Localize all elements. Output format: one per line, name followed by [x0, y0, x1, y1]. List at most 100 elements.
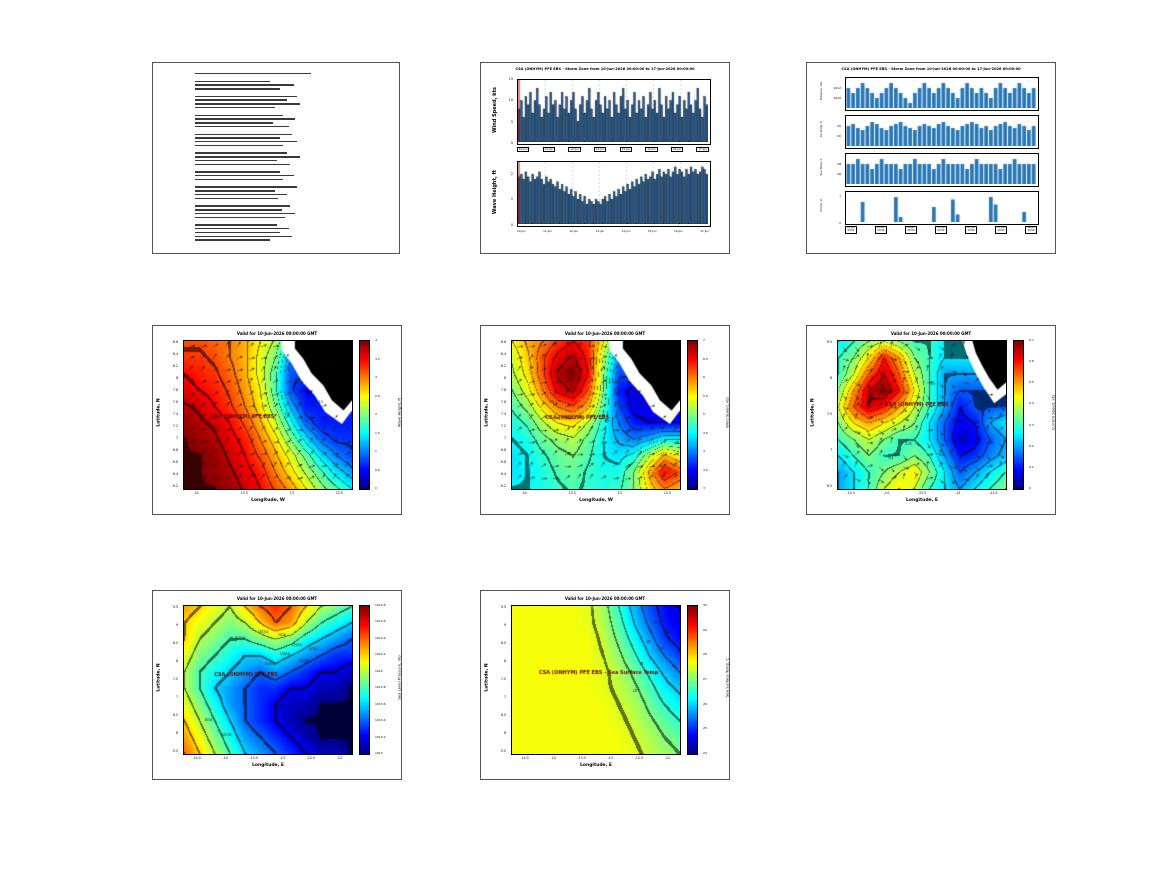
date-box: 15-Jun	[645, 147, 658, 153]
colorbar-label: Wind Speed, kts	[724, 397, 730, 428]
text-line	[195, 216, 286, 219]
tick-label: 0.3	[1029, 422, 1034, 427]
pressure-strip	[845, 77, 1039, 111]
wave-height-bars	[518, 162, 708, 224]
colorbar-label: Sea Surface Temp, C	[724, 657, 730, 698]
tick-label: 8	[829, 376, 832, 381]
tick-label: 6.5	[703, 356, 708, 361]
air-temp-tick-labels: 25 20	[829, 115, 843, 147]
tick-label: 8	[175, 376, 178, 381]
tick-label: 8.6	[500, 340, 506, 345]
tick-label: 1013.2	[375, 734, 386, 739]
tick-label: 0.5	[375, 467, 380, 472]
x-axis-label: Longitude, E	[906, 498, 938, 503]
tick-label: 13.5	[240, 491, 248, 495]
tick-label: 1	[839, 194, 841, 199]
text-line	[195, 171, 280, 173]
tick-label: 8.2	[500, 364, 506, 369]
text-line	[195, 141, 297, 143]
date-box: 13-Jun	[593, 147, 607, 153]
tick-label: 24	[703, 751, 707, 755]
tick-label: 3.5	[375, 356, 380, 361]
text-line	[195, 107, 275, 109]
tick-label: 5.5	[172, 748, 178, 753]
tick-label: 9	[175, 623, 178, 628]
tick-label: 14-Jun	[621, 229, 631, 233]
tick-label: 4	[375, 338, 377, 342]
precip-strip	[845, 191, 1039, 225]
text-line	[195, 224, 277, 226]
tick-label: -13.5	[249, 756, 258, 760]
colorbar-label: Sea Level Pressure, mb	[396, 655, 402, 700]
text-line	[195, 114, 284, 116]
tick-label: -12	[336, 756, 342, 760]
tick-label: 8.5	[500, 641, 506, 646]
tick-label: 7	[175, 435, 178, 440]
text-line	[195, 95, 297, 98]
text-line	[195, 118, 296, 120]
text-line	[195, 190, 275, 192]
tick-label: 29	[703, 627, 707, 632]
tick-label: 11-Jun	[543, 229, 552, 233]
x-tick-labels: 14 13.5 13 12.5	[183, 491, 353, 496]
tick-label: 8.5	[172, 641, 178, 646]
sea-temp-tick-labels: 28 26	[829, 153, 843, 185]
tick-label: 1013.8	[375, 685, 386, 690]
colorbar	[687, 340, 698, 490]
tick-label: 0	[1029, 486, 1031, 490]
pressure-map-figure: Valid for 10-Jun-2026 00:00:00 GMT Latit…	[152, 590, 402, 780]
figure-title: CSA (ONHYM) PFE EBS - Storm Zone from 10…	[841, 67, 1021, 71]
tick-label: 30	[703, 603, 707, 607]
tick-label: -13.5	[917, 491, 927, 495]
colorbar-tick-labels: 1014.8 1014.6 1014.4 1014.2 1014 1013.8 1013.6…	[373, 603, 395, 755]
text-line	[195, 205, 291, 207]
sst-field	[512, 606, 680, 754]
x-tick-labels: -14.5 -14 -13.5 -13 -12.5 -12	[511, 756, 681, 761]
date-box: 16-Jun 00:00	[1025, 226, 1037, 234]
tick-label: 0.1	[1029, 464, 1034, 469]
tick-label: 1014	[375, 668, 383, 673]
map-plot-area	[511, 340, 681, 490]
colorbar-gradient	[688, 606, 697, 754]
current-speed-field	[838, 341, 1006, 489]
tick-label: 28	[703, 652, 707, 657]
tick-label: 7.2	[500, 423, 506, 428]
wave-height-field	[184, 341, 352, 489]
y-tick-labels: 9.5 9 8.5 8 7.5 7 6.5 6 5.5	[157, 605, 181, 753]
date-box: 10-Jun 00:00	[845, 226, 857, 234]
pressure-field	[184, 606, 352, 754]
tick-label: 26	[703, 701, 707, 706]
text-line	[195, 73, 311, 75]
tick-label: 0.2	[1029, 443, 1034, 448]
tick-label: 7.2	[172, 423, 178, 428]
tick-label: 1014.2	[375, 652, 386, 657]
tick-label: 13	[617, 491, 622, 495]
text-line	[195, 197, 279, 200]
colorbar-gradient	[360, 341, 369, 489]
text-line	[195, 130, 365, 131]
tick-label: 12.5	[663, 491, 671, 495]
tick-label: 7.8	[500, 388, 506, 393]
tick-label: 0	[375, 486, 377, 490]
air-temp-bars	[846, 116, 1036, 146]
x-tick-labels: -14.5 -14 -13.5 -13 -12.5	[837, 491, 1007, 496]
tick-label: 9.5	[500, 605, 506, 610]
tick-label: 7.5	[172, 677, 178, 681]
y-tick-labels: 8.6 8.4 8.2 8 7.8 7.6 7.4 7.2 7 6.8 6.6 6.4 6.2	[157, 340, 181, 488]
tick-label: 6	[503, 730, 506, 735]
tick-label: 1014.6	[375, 619, 386, 624]
tick-label: 10	[508, 98, 513, 103]
tick-label: 26	[837, 172, 841, 177]
tick-label: 0	[839, 221, 841, 225]
text-line	[195, 111, 365, 112]
text-line	[195, 163, 291, 166]
tick-label: -14	[222, 756, 228, 760]
y-tick-labels: 8.5 8 7.5 7 6.5	[811, 340, 835, 488]
tick-label: 1013.4	[375, 718, 386, 723]
tick-label: 1.5	[375, 430, 380, 435]
colorbar	[359, 340, 370, 490]
date-box: 11-Jun 00:00	[875, 226, 887, 234]
timeseries-figure: CSA (ONHYM) PFE EBS - Storm Zone from 10…	[480, 62, 730, 254]
